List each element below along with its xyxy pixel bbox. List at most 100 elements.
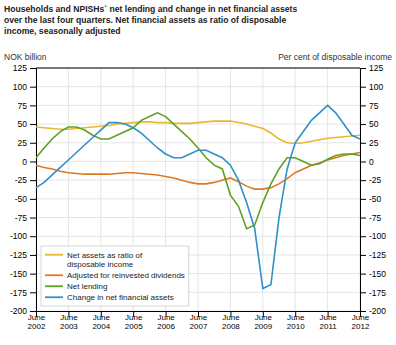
line	[36, 152, 360, 189]
legend-frame	[41, 246, 189, 306]
tick: -125	[360, 250, 386, 260]
text-line: Net assets as ratio of	[67, 251, 143, 260]
tick-mark	[30, 236, 36, 237]
text-line: 2005	[125, 322, 143, 331]
tick-label: -100	[369, 231, 386, 241]
tick: June2010	[287, 311, 305, 331]
tick: -150	[360, 269, 386, 279]
text-line: 2011	[319, 322, 337, 331]
tick-mark	[30, 311, 36, 312]
text-line: Change in net financial assets	[67, 293, 174, 302]
tick-label: -50	[369, 194, 382, 204]
legend-label: Adjusted for reinvested dividends	[67, 271, 185, 280]
tick: -75	[15, 213, 36, 223]
tick-label: June2011	[319, 313, 337, 331]
text-line: 2010	[287, 322, 305, 331]
text-line: 2009	[254, 322, 272, 331]
text-line: Households and NPISHs` net lending and c…	[4, 4, 297, 14]
tick: June2005	[125, 311, 143, 331]
text-line: June	[60, 313, 78, 322]
tick-label: 75	[369, 101, 379, 111]
tick: -125	[10, 250, 36, 260]
tick: 0	[22, 157, 36, 167]
legend: Net assets as ratio ofdisposable incomeA…	[41, 246, 189, 306]
tick-label: June2006	[157, 313, 175, 331]
tick: 25	[360, 138, 379, 148]
tick-label: 25	[18, 138, 28, 148]
tick-label: June2012	[352, 313, 370, 331]
legend-swatch	[45, 254, 63, 256]
tick: 25	[18, 138, 36, 148]
tick-mark	[360, 236, 366, 237]
title: Households and NPISHs` net lending and c…	[4, 4, 297, 36]
tick: -100	[360, 231, 386, 241]
tick: -175	[10, 288, 36, 298]
grid-line	[36, 68, 360, 69]
tick: 100	[360, 82, 383, 92]
tick: -50	[15, 194, 36, 204]
tick-mark	[30, 255, 36, 256]
tick-mark	[360, 292, 366, 293]
y2-axis: -200-175-150-125-100-75-50-2502550751001…	[360, 63, 386, 316]
tick-label: -200	[10, 306, 27, 316]
y-axis: -200-175-150-125-100-75-50-2502550751001…	[10, 63, 37, 316]
tick-mark	[30, 180, 36, 181]
tick-label: -175	[369, 288, 386, 298]
text-line: 2008	[222, 322, 240, 331]
tick-label: -25	[15, 175, 28, 185]
text-line: 2012	[352, 322, 370, 331]
grid-line	[198, 68, 199, 311]
tick-mark	[360, 68, 366, 69]
tick-label: -75	[15, 213, 28, 223]
tick-label: June2005	[125, 313, 143, 331]
tick-mark	[360, 161, 366, 162]
tick-label: 100	[13, 82, 27, 92]
text-line: income, seasonally adjusted	[4, 26, 121, 36]
tick: 0	[360, 157, 374, 167]
tick-mark	[30, 124, 36, 125]
text-line: June	[319, 313, 337, 322]
tick-mark	[30, 199, 36, 200]
grid-line	[295, 68, 296, 311]
line	[36, 105, 360, 288]
tick-label: June2008	[222, 313, 240, 331]
legend-label: Net assets as ratio ofdisposable income	[67, 251, 143, 270]
series-lines	[36, 105, 360, 288]
text-line: June	[190, 313, 208, 322]
tick: June2004	[92, 311, 110, 331]
tick-mark	[360, 105, 366, 106]
tick: June2002	[28, 311, 46, 331]
tick: June2009	[254, 311, 272, 331]
grid	[36, 68, 360, 311]
tick-label: -75	[369, 213, 382, 223]
text-line: June	[255, 313, 273, 322]
grid-line	[230, 68, 231, 311]
y-axis-label: NOK billion	[4, 52, 47, 62]
text-line: 2002	[28, 322, 46, 331]
tick: -75	[360, 213, 382, 223]
tick: 75	[18, 101, 36, 111]
tick: June2011	[319, 311, 337, 331]
text-line: June	[352, 313, 370, 322]
tick-label: 0	[369, 157, 374, 167]
text-line: Adjusted for reinvested dividends	[67, 271, 185, 280]
tick-label: June2002	[28, 313, 46, 331]
tick: 50	[18, 119, 36, 129]
tick-mark	[360, 199, 366, 200]
tick-label: -25	[369, 175, 382, 185]
legend-swatch	[45, 285, 63, 287]
text-line: 2006	[157, 322, 175, 331]
plot-frame	[36, 68, 360, 69]
tick: 125	[13, 63, 36, 73]
tick-label: -150	[10, 269, 27, 279]
text-line: June	[28, 313, 46, 322]
tick-label: -125	[369, 250, 386, 260]
tick-mark	[360, 180, 366, 181]
text-line: over the last four quarters. Net financi…	[4, 15, 286, 25]
tick: -25	[360, 175, 382, 185]
tick-label: June2003	[60, 313, 78, 331]
axis-line	[361, 69, 367, 312]
text-line: June	[287, 313, 305, 322]
tick: June2007	[190, 311, 208, 331]
tick-label: June2010	[287, 313, 305, 331]
